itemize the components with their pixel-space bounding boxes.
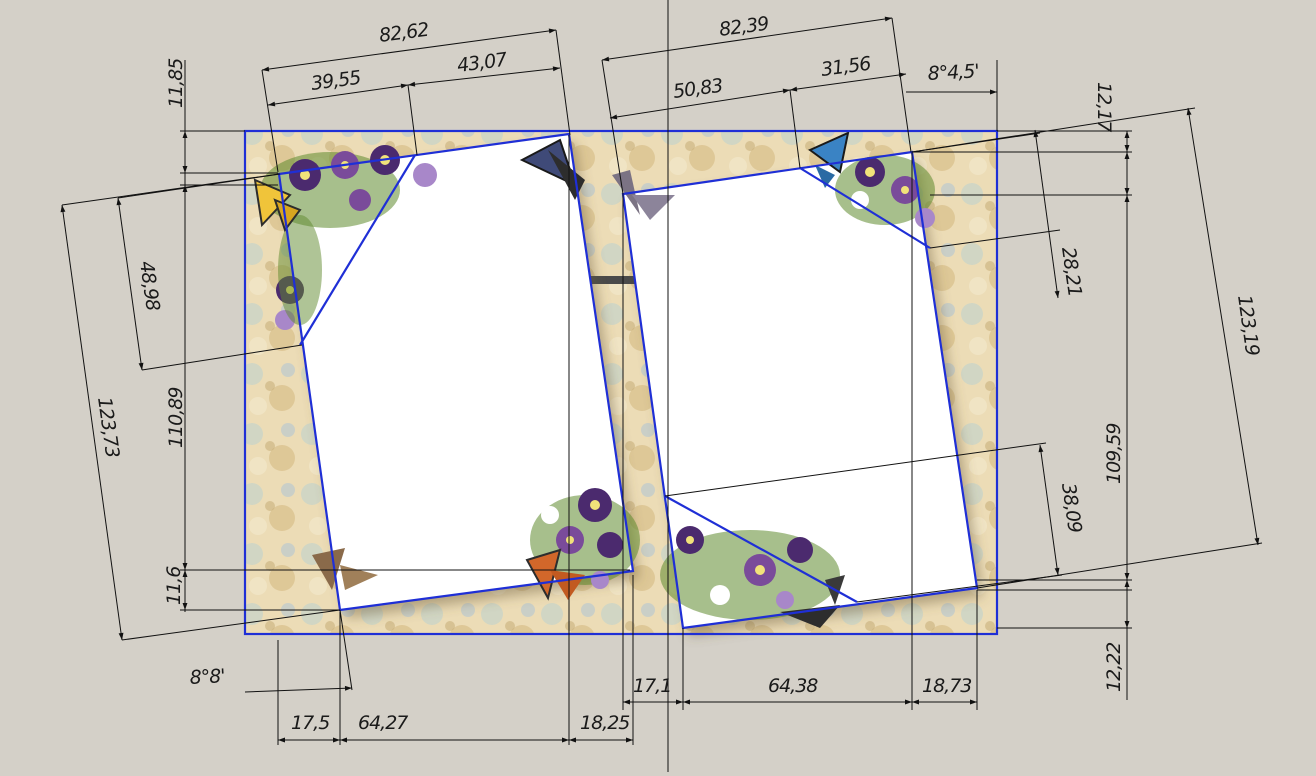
dim-bottom-left-b: 64,27 <box>358 712 408 734</box>
dim-left-total: 123,73 <box>93 396 123 459</box>
dim-top-right-b: 31,56 <box>820 53 873 81</box>
dim-top-left-b: 43,07 <box>456 49 509 77</box>
dim-bottom-left-c: 18,25 <box>580 712 630 734</box>
dim-bottom-right-c: 18,73 <box>922 675 971 697</box>
dim-angle-bottom-left: 8°8' <box>189 665 225 689</box>
dim-left-middle: 110,89 <box>165 388 187 448</box>
left-page <box>279 134 633 610</box>
flowers-top-left <box>260 145 437 330</box>
dim-top-left-a: 39,55 <box>310 67 363 95</box>
dim-right-middle: 109,59 <box>1103 424 1125 484</box>
dim-angle-top-right: 8°4,5' <box>927 60 979 85</box>
dim-top-left-total: 82,62 <box>378 19 430 47</box>
dim-right-bottom-diag: 38,09 <box>1057 482 1086 534</box>
dim-left-small-bottom: 11,6 <box>163 566 185 605</box>
dim-right-corner-diag: 28,21 <box>1057 246 1086 298</box>
dim-right-small-bottom: 12,22 <box>1103 643 1125 692</box>
dimension-lines <box>60 0 1263 772</box>
dim-left-small-top: 11,85 <box>165 58 187 108</box>
dim-right-total: 123,19 <box>1233 294 1263 357</box>
dim-left-corner-diag: 48,98 <box>135 260 164 313</box>
dim-bottom-right-a: 17,1 <box>633 675 671 697</box>
flowers-bottom-right <box>660 526 840 620</box>
dim-bottom-right-b: 64,38 <box>768 675 818 697</box>
right-page <box>623 152 977 628</box>
dim-right-small-top: 12,17 <box>1093 82 1115 132</box>
dim-top-right-a: 50,83 <box>672 75 724 103</box>
dimension-labels: 82,62 39,55 43,07 82,39 50,83 31,56 8°4,… <box>93 13 1263 734</box>
dim-bottom-left-a: 17,5 <box>291 712 330 734</box>
butterfly-icon-brown <box>312 548 378 590</box>
